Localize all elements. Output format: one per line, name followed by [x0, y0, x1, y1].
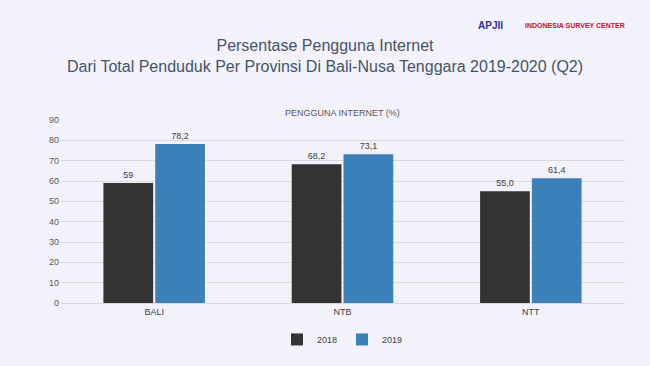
svg-text:59: 59 [123, 170, 133, 180]
svg-text:0: 0 [54, 298, 59, 308]
svg-text:60: 60 [49, 176, 59, 186]
svg-text:10: 10 [49, 278, 59, 288]
svg-text:INDONESIA SURVEY CENTER: INDONESIA SURVEY CENTER [525, 22, 625, 29]
svg-text:30: 30 [49, 237, 59, 247]
svg-text:NTT: NTT [522, 307, 540, 317]
svg-text:50: 50 [49, 196, 59, 206]
svg-text:61,4: 61,4 [548, 165, 566, 175]
svg-text:Persentase Pengguna InternetDa: Persentase Pengguna InternetDari Total P… [67, 37, 583, 75]
svg-text:PENGGUNA INTERNET (%): PENGGUNA INTERNET (%) [285, 108, 400, 118]
svg-text:20: 20 [49, 257, 59, 267]
svg-text:78,2: 78,2 [171, 131, 189, 141]
svg-text:2019: 2019 [382, 335, 402, 345]
svg-text:2018: 2018 [317, 335, 337, 345]
svg-text:70: 70 [49, 156, 59, 166]
svg-text:55,0: 55,0 [496, 178, 514, 188]
svg-text:80: 80 [49, 135, 59, 145]
svg-text:73,1: 73,1 [360, 141, 378, 151]
svg-text:40: 40 [49, 217, 59, 227]
svg-text:BALI: BALI [144, 307, 164, 317]
svg-text:NTB: NTB [334, 307, 352, 317]
svg-text:APJII: APJII [478, 20, 503, 31]
svg-text:68,2: 68,2 [308, 151, 326, 161]
svg-text:90: 90 [49, 115, 59, 125]
